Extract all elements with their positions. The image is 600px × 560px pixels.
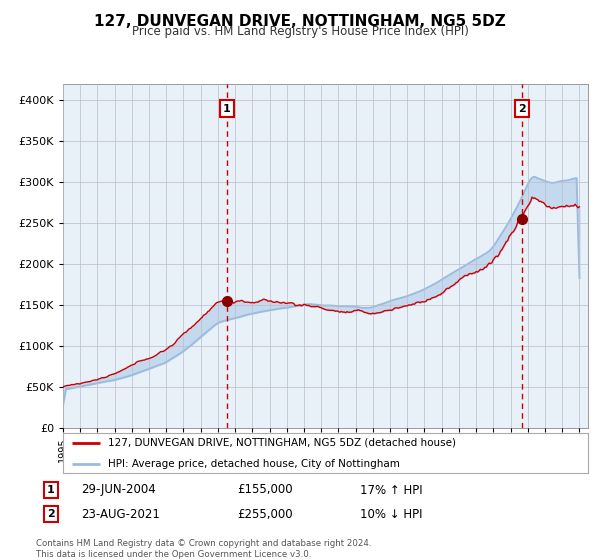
Text: 1: 1 xyxy=(47,485,55,495)
Text: 2: 2 xyxy=(518,104,526,114)
Text: Price paid vs. HM Land Registry's House Price Index (HPI): Price paid vs. HM Land Registry's House … xyxy=(131,25,469,38)
Text: £155,000: £155,000 xyxy=(237,483,293,497)
Text: 29-JUN-2004: 29-JUN-2004 xyxy=(81,483,156,497)
Text: 10% ↓ HPI: 10% ↓ HPI xyxy=(360,507,422,521)
Text: 127, DUNVEGAN DRIVE, NOTTINGHAM, NG5 5DZ (detached house): 127, DUNVEGAN DRIVE, NOTTINGHAM, NG5 5DZ… xyxy=(107,438,455,448)
Text: HPI: Average price, detached house, City of Nottingham: HPI: Average price, detached house, City… xyxy=(107,459,400,469)
Text: 23-AUG-2021: 23-AUG-2021 xyxy=(81,507,160,521)
Text: 1: 1 xyxy=(223,104,230,114)
Text: Contains HM Land Registry data © Crown copyright and database right 2024.
This d: Contains HM Land Registry data © Crown c… xyxy=(36,539,371,559)
Text: 127, DUNVEGAN DRIVE, NOTTINGHAM, NG5 5DZ: 127, DUNVEGAN DRIVE, NOTTINGHAM, NG5 5DZ xyxy=(94,14,506,29)
Text: £255,000: £255,000 xyxy=(237,507,293,521)
Text: 2: 2 xyxy=(47,509,55,519)
Text: 17% ↑ HPI: 17% ↑ HPI xyxy=(360,483,422,497)
